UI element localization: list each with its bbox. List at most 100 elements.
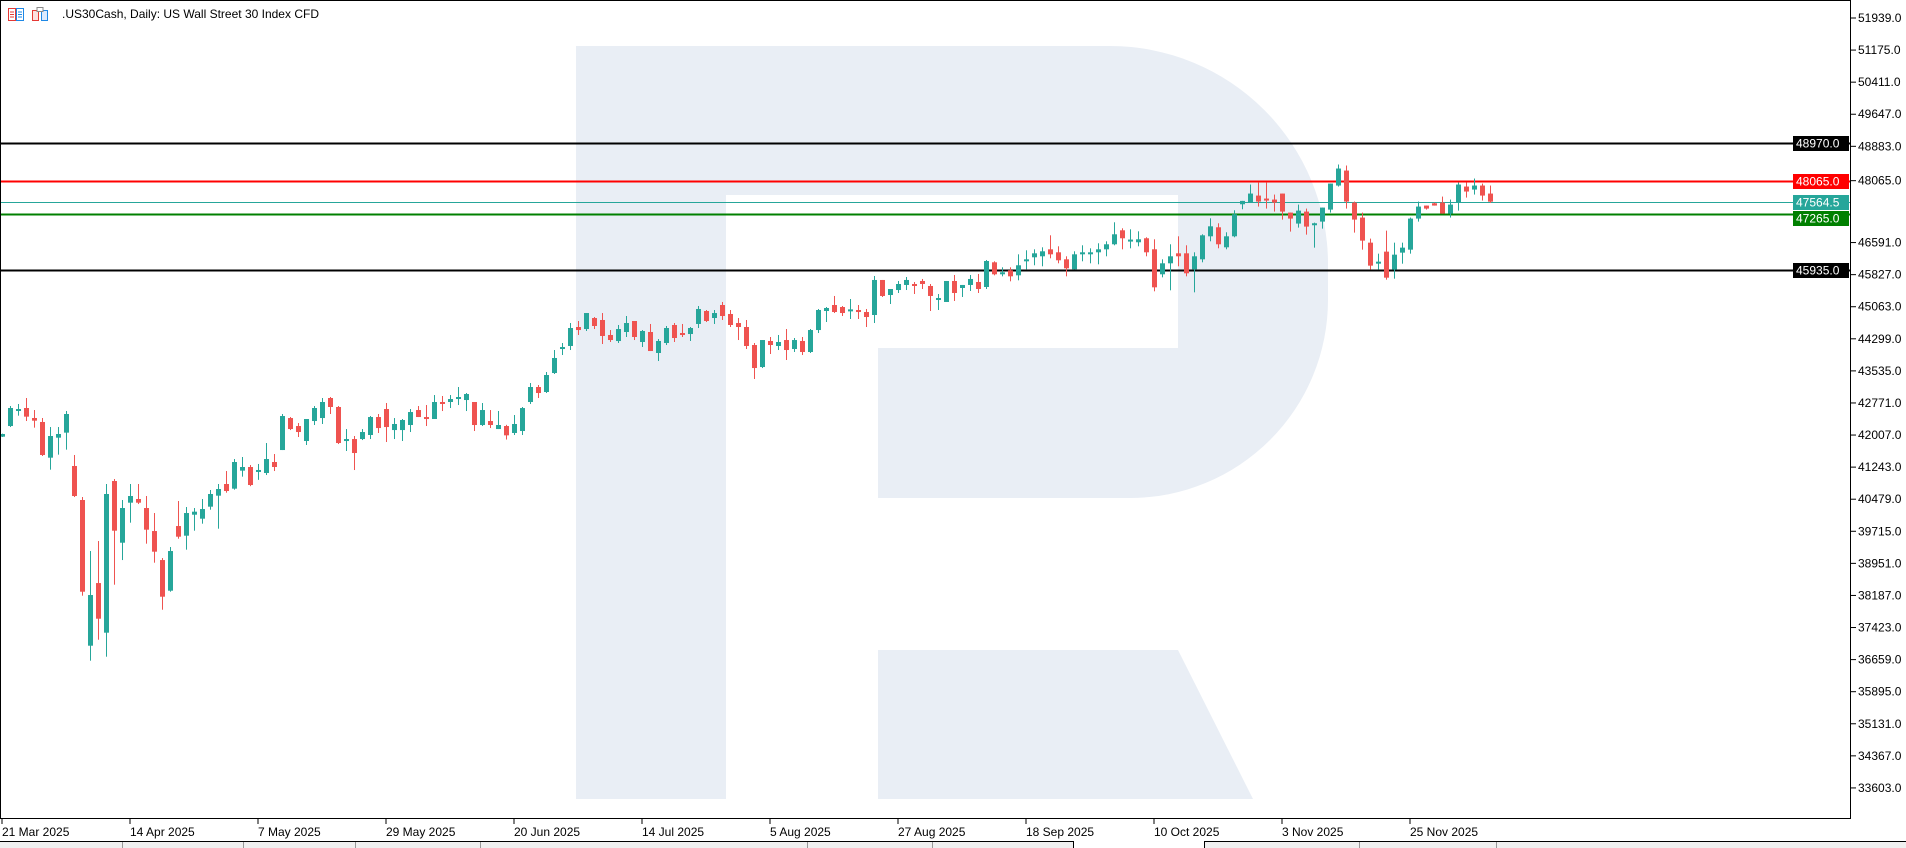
- candle-bearish: [800, 336, 805, 356]
- date-tick-label: 18 Sep 2025: [1026, 825, 1094, 839]
- candle-bearish: [376, 414, 381, 433]
- candle-body: [264, 459, 269, 474]
- candle-bearish: [488, 410, 493, 429]
- candle-wick: [1050, 235, 1051, 259]
- candle-body: [672, 324, 677, 339]
- candle-body: [72, 465, 77, 497]
- time-axis[interactable]: 21 Mar 2025 14 Apr 2025 7 May 2025 29 May 2…: [1, 819, 1478, 839]
- candle-body: [496, 425, 501, 430]
- candle-body: [1232, 214, 1237, 237]
- candle-body: [1224, 236, 1229, 248]
- candle-bullish: [216, 484, 221, 529]
- date-tick-label: 14 Jul 2025: [642, 825, 704, 839]
- candle-body: [648, 332, 653, 352]
- candle-bullish: [1024, 250, 1029, 270]
- candle-bearish: [40, 417, 45, 456]
- candle-body: [1136, 239, 1141, 243]
- candle-bearish: [1176, 236, 1181, 267]
- candle-bullish: [1072, 251, 1077, 270]
- candle-bullish: [968, 274, 973, 291]
- candle-body: [1360, 217, 1365, 241]
- candle-body: [1120, 230, 1125, 239]
- price-tick-label: 42771.0: [1858, 396, 1902, 410]
- candle-body: [952, 280, 957, 293]
- candle-body: [1096, 249, 1101, 253]
- candle-wick: [834, 295, 835, 314]
- candle-body: [960, 284, 965, 288]
- candle-bullish: [568, 323, 573, 351]
- candle-bullish: [1248, 184, 1253, 203]
- candle-body: [208, 493, 213, 507]
- candle-wick: [1402, 242, 1403, 264]
- candle-body: [544, 374, 549, 393]
- price-tick-label: 49647.0: [1858, 107, 1902, 121]
- price-axis[interactable]: 51939.0 51175.0 50411.0 49647.0 48883.0 48065…: [1851, 11, 1902, 795]
- candle-bullish: [848, 298, 853, 319]
- candle-body: [1112, 234, 1117, 245]
- candle-body: [112, 481, 117, 531]
- candle-body: [904, 279, 909, 285]
- candle-body: [1416, 206, 1421, 219]
- candle-bearish: [1144, 237, 1149, 257]
- candle-body: [1344, 170, 1349, 202]
- candle-bullish: [64, 410, 69, 450]
- candle-bullish: [1168, 244, 1173, 291]
- candle-body: [128, 496, 133, 503]
- candle-bullish: [1096, 243, 1101, 265]
- candle-wick: [1178, 236, 1179, 267]
- candle-bearish: [832, 295, 837, 314]
- candle-bullish: [792, 338, 797, 352]
- candle-bearish: [1152, 239, 1157, 292]
- candle-body: [864, 312, 869, 318]
- candle-bearish: [1272, 194, 1277, 212]
- candle-body: [624, 323, 629, 333]
- candle-body: [1040, 251, 1045, 257]
- candle-bullish: [560, 343, 565, 356]
- candle-body: [408, 412, 413, 426]
- candle-bullish: [184, 507, 189, 550]
- candle-body: [288, 418, 293, 430]
- candle-wick: [1002, 267, 1003, 277]
- logo-r-bowl: [576, 46, 1328, 799]
- candle-body: [336, 406, 341, 444]
- candle-wick: [1114, 222, 1115, 246]
- level-price-label: 48065.0: [1796, 175, 1840, 189]
- price-tick-label: 38951.0: [1858, 556, 1902, 570]
- candle-bearish: [336, 406, 341, 445]
- candle-body: [1008, 270, 1013, 277]
- candle-bullish: [240, 457, 245, 477]
- candle-body: [16, 409, 21, 412]
- candle-bullish: [1200, 234, 1205, 263]
- date-tick-label: 27 Aug 2025: [898, 825, 966, 839]
- price-tick-label: 35131.0: [1858, 717, 1902, 731]
- candle-bearish: [1440, 196, 1445, 214]
- candle-bullish: [816, 308, 821, 334]
- candle-body: [248, 466, 253, 486]
- candle-bullish: [208, 490, 213, 510]
- one-click-trading-icon[interactable]: [32, 7, 48, 21]
- candle-wick: [1122, 228, 1123, 250]
- status-bar-left: [0, 841, 1074, 848]
- candle-body: [416, 410, 421, 418]
- candle-bullish: [16, 404, 21, 416]
- candle-bearish: [1360, 212, 1365, 250]
- trade-panel-icon[interactable]: [8, 7, 24, 21]
- candle-body: [0, 433, 5, 437]
- candle-wick: [890, 289, 891, 304]
- candle-bullish: [872, 275, 877, 324]
- candle-body: [24, 408, 29, 417]
- candle-bearish: [288, 417, 293, 431]
- candle-bearish: [784, 329, 789, 361]
- candle-wick: [498, 410, 499, 430]
- candle-body: [704, 311, 709, 321]
- candle-bearish: [160, 558, 165, 610]
- candle-bullish: [232, 459, 237, 490]
- candle-body: [896, 284, 901, 291]
- broker-logo-watermark: [576, 46, 1328, 799]
- candle-bullish: [1448, 199, 1453, 218]
- candle-wick: [426, 405, 427, 427]
- candle-body: [880, 279, 885, 296]
- candle-bullish: [1128, 229, 1133, 249]
- candle-bearish: [704, 309, 709, 323]
